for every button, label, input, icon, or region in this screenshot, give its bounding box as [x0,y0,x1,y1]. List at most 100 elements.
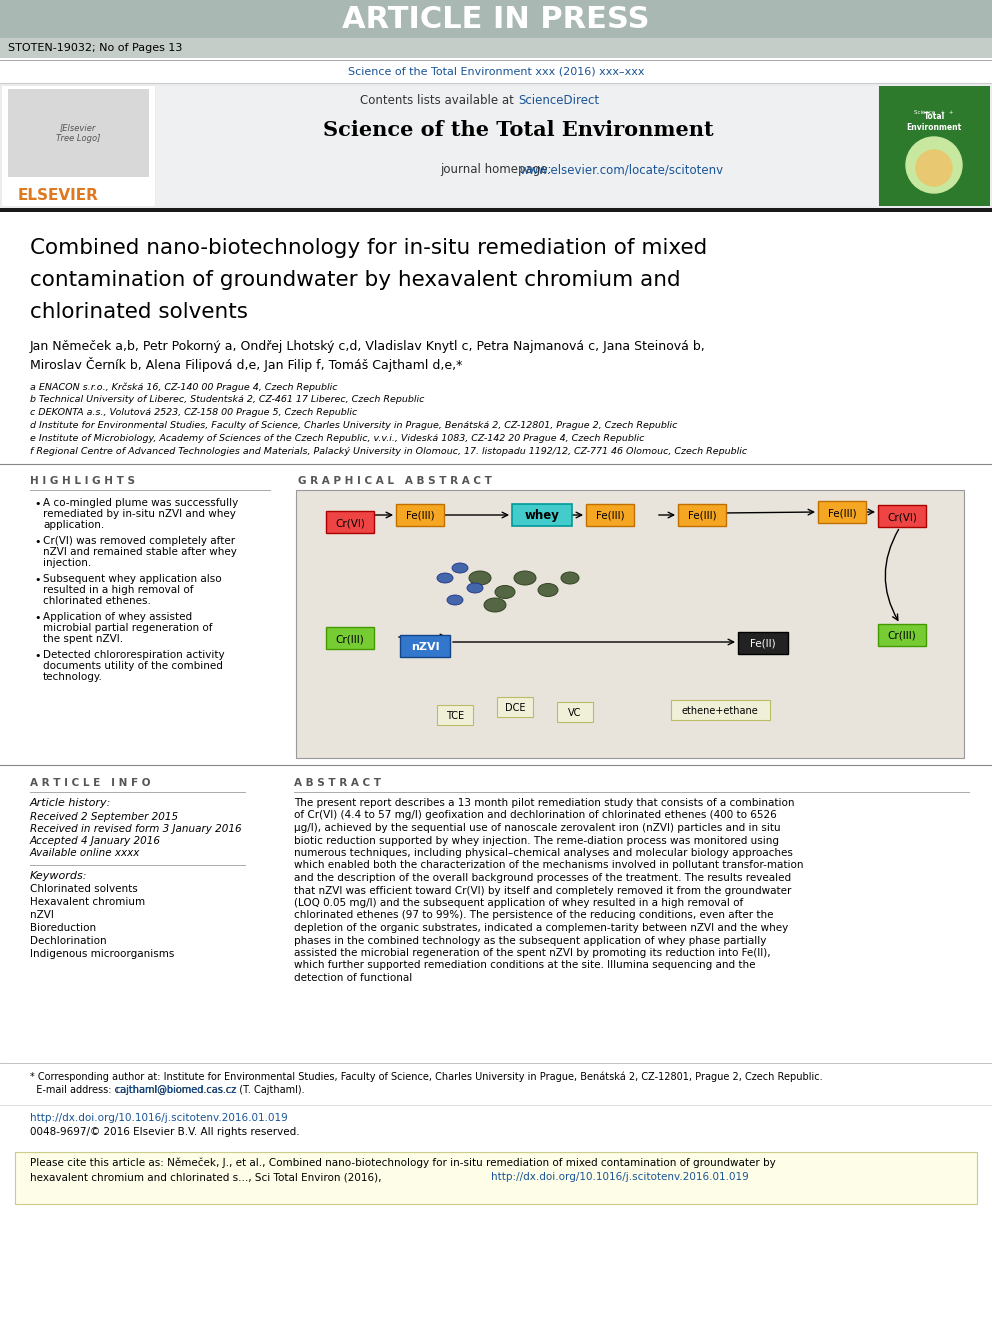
Text: ARTICLE IN PRESS: ARTICLE IN PRESS [342,4,650,33]
Text: Cr(VI): Cr(VI) [887,512,917,523]
Text: cajthaml@biomed.cas.cz: cajthaml@biomed.cas.cz [116,1085,237,1095]
Text: •: • [34,651,41,662]
Circle shape [916,149,952,187]
Text: biotic reduction supported by whey injection. The reme-diation process was monit: biotic reduction supported by whey injec… [294,836,779,845]
Circle shape [906,138,962,193]
Text: Science   +  +: Science + + [915,110,953,115]
Text: ethene+ethane: ethene+ethane [682,706,758,716]
Text: •: • [34,613,41,623]
Text: hexavalent chromium and chlorinated s..., Sci Total Environ (2016),: hexavalent chromium and chlorinated s...… [30,1172,385,1181]
Text: (LOQ 0.05 mg/l) and the subsequent application of whey resulted in a high remova: (LOQ 0.05 mg/l) and the subsequent appli… [294,898,743,908]
Text: Cr(VI) was removed completely after: Cr(VI) was removed completely after [43,536,235,546]
Text: Fe(II): Fe(II) [750,639,776,650]
Text: nZVI: nZVI [411,642,439,652]
Bar [878,505,926,527]
Text: Cr(III): Cr(III) [888,631,917,642]
Bar [2,86,155,206]
Text: resulted in a high removal of: resulted in a high removal of [43,585,193,595]
Text: Bioreduction: Bioreduction [30,923,96,933]
Text: which enabled both the characterization of the mechanisms involved in pollutant : which enabled both the characterization … [294,860,804,871]
Text: Combined nano-biotechnology for in-situ remediation of mixed: Combined nano-biotechnology for in-situ … [30,238,707,258]
Text: The present report describes a 13 month pilot remediation study that consists of: The present report describes a 13 month … [294,798,795,808]
Text: d Institute for Environmental Studies, Faculty of Science, Charles University in: d Institute for Environmental Studies, F… [30,421,678,430]
Text: detection of functional: detection of functional [294,972,413,983]
Bar [437,705,473,725]
Text: Cr(III): Cr(III) [335,634,364,644]
Bar [400,635,450,658]
Bar [738,632,788,654]
Bar [156,86,878,206]
Bar [512,504,572,527]
Text: depletion of the organic substrates, indicated a complemen-tarity between nZVI a: depletion of the organic substrates, ind… [294,923,789,933]
Text: and the description of the overall background processes of the treatment. The re: and the description of the overall backg… [294,873,792,882]
Ellipse shape [561,572,579,583]
Text: H I G H L I G H T S: H I G H L I G H T S [30,476,135,486]
Text: microbial partial regeneration of: microbial partial regeneration of [43,623,212,632]
Text: STOTEN-19032; No of Pages 13: STOTEN-19032; No of Pages 13 [8,44,183,53]
Bar [557,703,593,722]
Bar [678,504,726,527]
Text: G R A P H I C A L   A B S T R A C T: G R A P H I C A L A B S T R A C T [298,476,492,486]
Text: assisted the microbial regeneration of the spent nZVI by promoting its reduction: assisted the microbial regeneration of t… [294,949,771,958]
Text: phases in the combined technology as the subsequent application of whey phase pa: phases in the combined technology as the… [294,935,767,946]
Text: Available online xxxx: Available online xxxx [30,848,141,859]
Ellipse shape [514,572,536,585]
Text: Jan Němeček a,b, Petr Pokorný a, Ondřej Lhotský c,d, Vladislav Knytl c, Petra Na: Jan Němeček a,b, Petr Pokorný a, Ondřej … [30,340,705,353]
Text: chlorinated solvents: chlorinated solvents [30,302,248,321]
Text: Accepted 4 January 2016: Accepted 4 January 2016 [30,836,161,845]
Text: Contents lists available at: Contents lists available at [360,94,518,106]
Bar [879,86,990,206]
Text: whey: whey [525,509,559,523]
Text: Hexavalent chromium: Hexavalent chromium [30,897,145,908]
Text: remediated by in-situ nZVI and whey: remediated by in-situ nZVI and whey [43,509,236,519]
Text: of Cr(VI) (4.4 to 57 mg/l) geofixation and dechlorination of chlorinated ethenes: of Cr(VI) (4.4 to 57 mg/l) geofixation a… [294,811,777,820]
Text: Received in revised form 3 January 2016: Received in revised form 3 January 2016 [30,824,242,833]
Text: A co-mingled plume was successfully: A co-mingled plume was successfully [43,497,238,508]
Text: Chlorinated solvents: Chlorinated solvents [30,884,138,894]
Text: injection.: injection. [43,558,91,568]
Text: Indigenous microorganisms: Indigenous microorganisms [30,949,175,959]
Bar [497,697,533,717]
Text: chlorinated ethenes (97 to 99%). The persistence of the reducing conditions, eve: chlorinated ethenes (97 to 99%). The per… [294,910,774,921]
Text: μg/l), achieved by the sequential use of nanoscale zerovalent iron (nZVI) partic: μg/l), achieved by the sequential use of… [294,823,781,833]
Ellipse shape [484,598,506,613]
Text: that nZVI was efficient toward Cr(VI) by itself and completely removed it from t: that nZVI was efficient toward Cr(VI) by… [294,885,792,896]
Text: •: • [34,576,41,585]
Text: VC: VC [568,708,581,718]
Text: nZVI: nZVI [30,910,54,919]
Text: which further supported remediation conditions at the site. Illumina sequencing : which further supported remediation cond… [294,960,756,971]
Bar [8,89,149,177]
Text: * Corresponding author at: Institute for Environmental Studies, Faculty of Scien: * Corresponding author at: Institute for… [30,1072,822,1082]
Text: f Regional Centre of Advanced Technologies and Materials, Palacký University in : f Regional Centre of Advanced Technologi… [30,447,747,456]
Text: www.elsevier.com/locate/scitotenv: www.elsevier.com/locate/scitotenv [519,164,723,176]
Ellipse shape [495,586,515,598]
Text: Please cite this article as: Němeček, J., et al., Combined nano-biotechnology fo: Please cite this article as: Němeček, J.… [30,1158,776,1168]
Bar [0,208,992,212]
Text: http://dx.doi.org/10.1016/j.scitotenv.2016.01.019: http://dx.doi.org/10.1016/j.scitotenv.20… [30,1113,288,1123]
Ellipse shape [447,595,463,605]
Text: Cr(VI): Cr(VI) [335,519,365,528]
Ellipse shape [437,573,453,583]
Text: Detected chlororespiration activity: Detected chlororespiration activity [43,650,224,660]
Text: Miroslav Černík b, Alena Filipová d,e, Jan Filip f, Tomáš Cajthaml d,e,*: Miroslav Černík b, Alena Filipová d,e, J… [30,357,462,372]
Text: journal homepage:: journal homepage: [440,164,556,176]
Bar [297,491,963,757]
Bar [0,83,992,208]
Ellipse shape [469,572,491,585]
Bar [15,1152,977,1204]
Text: A B S T R A C T: A B S T R A C T [294,778,381,789]
Text: Received 2 September 2015: Received 2 September 2015 [30,812,179,822]
Text: http://dx.doi.org/10.1016/j.scitotenv.2016.01.019: http://dx.doi.org/10.1016/j.scitotenv.20… [491,1172,749,1181]
Text: TCE: TCE [446,710,464,721]
Text: e Institute of Microbiology, Academy of Sciences of the Czech Republic, v.v.i., : e Institute of Microbiology, Academy of … [30,434,645,443]
Text: numerous techniques, including physical–chemical analyses and molecular biology : numerous techniques, including physical–… [294,848,793,859]
Text: contamination of groundwater by hexavalent chromium and: contamination of groundwater by hexavale… [30,270,681,290]
Bar [671,700,770,720]
Text: Fe(III): Fe(III) [595,511,624,521]
Text: Application of whey assisted: Application of whey assisted [43,613,192,622]
Text: Science of the Total Environment xxx (2016) xxx–xxx: Science of the Total Environment xxx (20… [348,67,644,77]
Text: c DEKONTA a.s., Volutová 2523, CZ-158 00 Prague 5, Czech Republic: c DEKONTA a.s., Volutová 2523, CZ-158 00… [30,407,357,417]
Bar [586,504,634,527]
Text: Subsequent whey application also: Subsequent whey application also [43,574,221,583]
Bar [326,511,374,533]
